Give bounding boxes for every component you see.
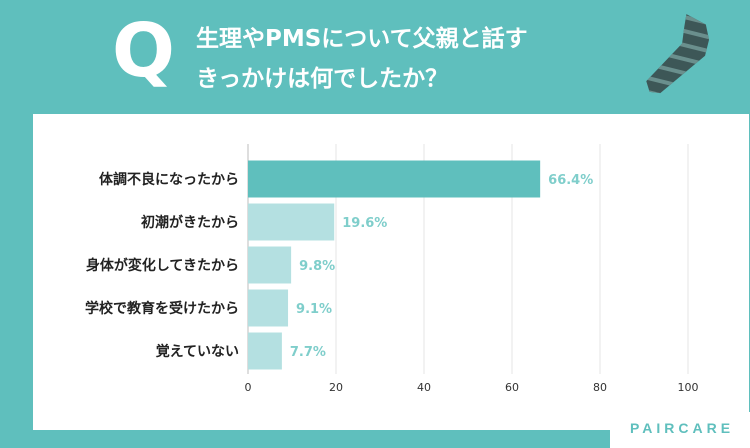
- x-tick-label: 60: [505, 381, 519, 394]
- x-tick-label: 80: [593, 381, 607, 394]
- necktie-icon: [642, 12, 719, 107]
- category-label: 学校で教育を受けたから: [85, 300, 239, 317]
- category-label: 体調不良になったから: [99, 171, 239, 188]
- bar: [248, 203, 335, 241]
- header: Q 生理やPMSについて父親と話す きっかけは何でしたか？: [0, 0, 750, 112]
- category-label: 覚えていない: [156, 343, 239, 360]
- category-label: 身体が変化してきたから: [86, 257, 239, 274]
- question-mark-label: Q: [112, 8, 175, 94]
- bar: [248, 160, 541, 198]
- value-label: 66.4%: [548, 173, 593, 188]
- bar: [248, 332, 282, 370]
- x-tick-label: 40: [417, 381, 431, 394]
- x-tick-label: 100: [678, 381, 699, 394]
- category-label: 初潮がきたから: [141, 214, 239, 231]
- value-label: 9.8%: [299, 259, 335, 274]
- question-text-line-2: きっかけは何でしたか？: [196, 66, 449, 92]
- brand-badge: PAIRCARE: [610, 412, 750, 448]
- brand-logo-text: PAIRCARE: [630, 420, 735, 436]
- value-label: 9.1%: [296, 302, 332, 317]
- question-text-line-1: 生理やPMSについて父親と話す: [196, 26, 528, 52]
- value-label: 7.7%: [290, 345, 326, 360]
- bar: [248, 289, 289, 327]
- x-tick-label: 20: [329, 381, 343, 394]
- bar-chart: 0 20 40 60 80 100 体調不良になったから 66.4% 初潮がきたから 19.6% 身…: [85, 144, 699, 394]
- bar: [248, 246, 292, 284]
- chart-panel: 0 20 40 60 80 100 体調不良になったから 66.4% 初潮がきたから 19.6% 身…: [33, 114, 749, 430]
- x-tick-label: 0: [245, 381, 252, 394]
- value-label: 19.6%: [342, 216, 387, 231]
